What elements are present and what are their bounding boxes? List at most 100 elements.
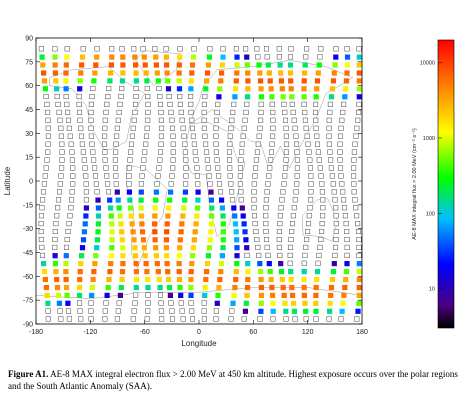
flux-sample-empty [158,117,164,123]
flux-sample-colored [258,94,264,100]
flux-sample-colored [133,261,139,267]
flux-sample-empty [191,141,197,147]
flux-sample-colored [90,276,96,283]
plot-area: -180 -120 -60 0 60 120 180 90 75 60 45 30 15 0 -15 -30… [3,36,368,349]
flux-sample-colored [120,54,126,60]
flux-sample-empty [341,205,348,211]
flux-sample-empty [229,197,236,203]
flux-sample-colored [278,78,284,84]
flux-sample-empty [303,244,309,250]
flux-sample-colored [244,94,251,100]
flux-sample-empty [83,181,89,187]
flux-sample-empty [351,189,357,195]
flux-sample-colored [288,269,294,275]
flux-sample-empty [64,46,70,52]
flux-sample-empty [312,109,319,115]
flux-sample-empty [283,141,290,147]
flux-sample-empty [327,149,333,155]
flux-sample-empty [163,46,169,52]
y-axis: 90 75 60 45 30 15 0 -15 -30 -45 -60 -75 -90 [23,36,362,329]
flux-sample-empty [354,125,360,131]
flux-sample-empty [102,125,108,131]
flux-sample-colored [289,284,295,291]
flux-sample-colored [314,276,320,283]
flux-sample-empty [233,46,239,52]
flux-sample-empty [333,46,339,52]
flux-sample-empty [76,101,82,107]
coastline-path [126,164,168,270]
flux-sample-colored [63,261,69,267]
flux-sample-empty [255,141,261,147]
flux-sample-empty [337,141,343,147]
flux-sample-empty [80,149,86,155]
flux-sample-colored [279,276,285,283]
flux-sample-empty [294,173,300,179]
flux-sample-colored [232,94,238,100]
flux-sample-empty [138,181,144,187]
flux-sample-colored [52,261,58,267]
flux-sample-empty [282,109,288,115]
x-tick-label: -180 [29,329,43,336]
flux-sample-colored [108,261,114,267]
flux-sample-empty [318,236,324,243]
colorbar-label: AE-8 MAX integral flux > 2.00 MeV (cm⁻² … [412,128,418,240]
flux-sample-colored [153,253,159,259]
flux-sample-colored [182,197,188,203]
flux-sample-colored [344,62,350,68]
flux-sample-empty [63,93,69,100]
coastline-path [189,59,354,169]
flux-sample-empty [256,252,262,258]
flux-sample-colored [152,205,158,211]
flux-sample-colored [79,253,85,259]
flux-sample-empty [308,197,314,203]
flux-sample-empty [89,141,95,147]
flux-sample-empty [145,308,151,314]
flux-sample-colored [301,292,307,298]
flux-sample-empty [338,316,344,322]
flux-sample-empty [226,157,233,163]
flux-sample-empty [326,141,332,147]
flux-sample-empty [58,316,64,322]
flux-sample-colored [327,300,333,306]
flux-sample-empty [356,46,362,52]
flux-sample-colored [118,284,124,291]
flux-sample-empty [281,181,287,187]
flux-sample-empty [102,308,108,314]
flux-sample-colored [219,261,225,267]
flux-sample-colored [204,78,210,84]
flux-sample-colored [52,54,58,60]
flux-sample-empty [201,109,207,115]
flux-sample-colored [204,70,211,76]
flux-sample-empty [253,157,259,163]
flux-sample-colored [178,229,184,235]
flux-sample-empty [39,205,45,211]
flux-sample-colored [189,261,195,267]
flux-sample-empty [55,205,61,211]
flux-sample-colored [330,269,336,275]
flux-sample-empty [280,189,286,195]
flux-sample-colored [269,94,275,100]
flux-sample-empty [227,173,233,179]
flux-sample-empty [157,292,164,298]
flux-sample-empty [316,252,322,258]
flux-sample-empty [344,228,350,235]
flux-sample-empty [65,117,72,123]
flux-sample-colored [82,221,88,227]
flux-sample-colored [301,78,307,84]
flux-sample-empty [133,93,139,100]
flux-sample-colored [141,54,147,60]
flux-sample-colored [216,94,222,100]
flux-sample-empty [170,165,176,171]
flux-sample-colored [163,237,169,243]
flux-sample-empty [143,133,150,139]
flux-sample-empty [156,85,162,92]
flux-sample-colored [77,269,83,275]
flux-sample-empty [317,54,323,60]
flux-sample-colored [215,292,221,298]
flux-sample-colored [230,300,236,306]
flux-sample-empty [356,236,362,243]
flux-sample-colored [154,261,160,267]
flux-sample-colored [79,54,86,60]
flux-sample-empty [145,93,151,100]
flux-sample-empty [145,117,151,123]
